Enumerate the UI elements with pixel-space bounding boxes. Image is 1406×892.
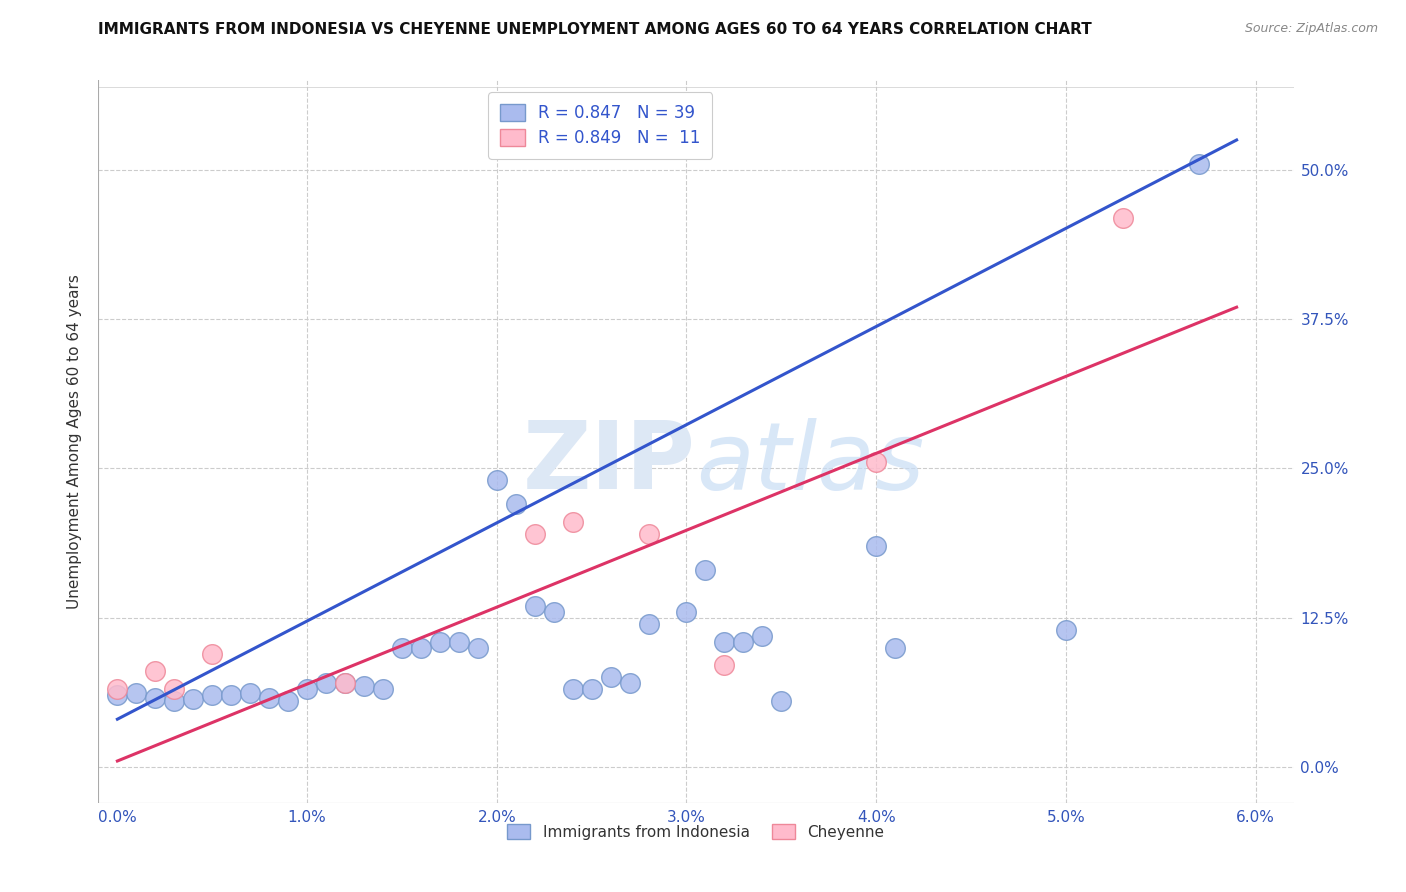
Point	[125, 686, 148, 700]
Point	[447, 634, 470, 648]
Text: IMMIGRANTS FROM INDONESIA VS CHEYENNE UNEMPLOYMENT AMONG AGES 60 TO 64 YEARS COR: IMMIGRANTS FROM INDONESIA VS CHEYENNE UN…	[98, 22, 1092, 37]
Text: Source: ZipAtlas.com: Source: ZipAtlas.com	[1244, 22, 1378, 36]
Point	[733, 634, 755, 648]
Point	[295, 682, 318, 697]
Point	[619, 676, 641, 690]
Point	[277, 694, 299, 708]
Point	[561, 515, 583, 529]
Point	[163, 682, 186, 697]
Text: ZIP: ZIP	[523, 417, 696, 509]
Point	[143, 665, 166, 679]
Point	[675, 605, 697, 619]
Point	[105, 689, 128, 703]
Point	[637, 527, 659, 541]
Point	[599, 670, 621, 684]
Point	[713, 634, 735, 648]
Point	[409, 640, 432, 655]
Point	[201, 647, 224, 661]
Point	[315, 676, 337, 690]
Point	[219, 689, 242, 703]
Point	[523, 599, 546, 613]
Point	[105, 682, 128, 697]
Point	[581, 682, 603, 697]
Point	[751, 629, 773, 643]
Point	[163, 694, 186, 708]
Point	[505, 497, 527, 511]
Point	[1112, 211, 1135, 225]
Point	[239, 686, 262, 700]
Y-axis label: Unemployment Among Ages 60 to 64 years: Unemployment Among Ages 60 to 64 years	[67, 274, 83, 609]
Legend: Immigrants from Indonesia, Cheyenne: Immigrants from Indonesia, Cheyenne	[502, 818, 890, 846]
Point	[865, 539, 887, 553]
Point	[333, 676, 356, 690]
Point	[333, 676, 356, 690]
Point	[865, 455, 887, 469]
Text: atlas: atlas	[696, 417, 924, 508]
Point	[371, 682, 394, 697]
Point	[770, 694, 793, 708]
Point	[467, 640, 489, 655]
Point	[485, 474, 508, 488]
Point	[523, 527, 546, 541]
Point	[1054, 623, 1077, 637]
Point	[391, 640, 413, 655]
Point	[181, 692, 204, 706]
Point	[713, 658, 735, 673]
Point	[353, 679, 375, 693]
Point	[884, 640, 907, 655]
Point	[695, 563, 717, 577]
Point	[257, 690, 280, 705]
Point	[543, 605, 565, 619]
Point	[201, 689, 224, 703]
Point	[561, 682, 583, 697]
Point	[429, 634, 451, 648]
Point	[637, 616, 659, 631]
Point	[1188, 157, 1211, 171]
Point	[143, 690, 166, 705]
